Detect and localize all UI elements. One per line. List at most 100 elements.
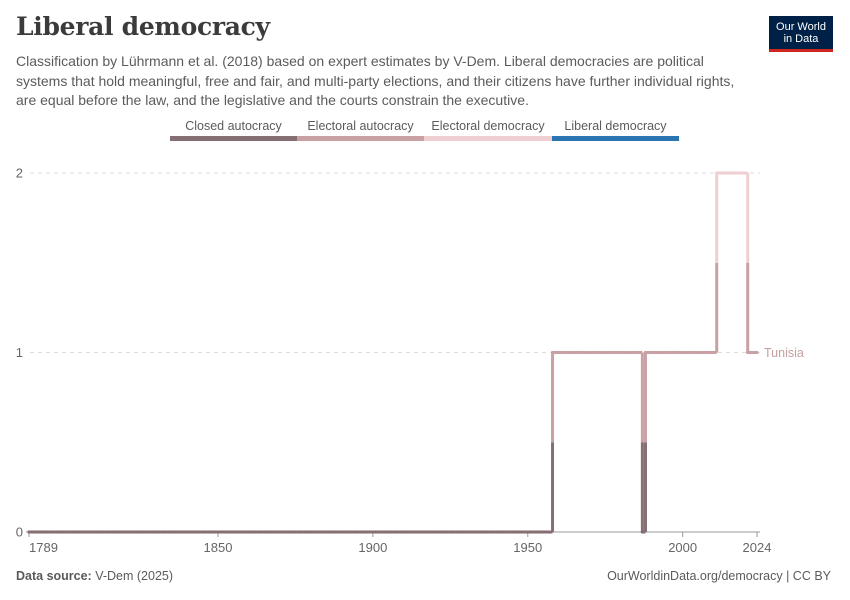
data-point: [476, 530, 480, 534]
data-point: [262, 530, 267, 534]
data-point: [585, 350, 589, 355]
data-point: [572, 350, 576, 355]
data-point: [485, 530, 490, 534]
data-point: [408, 530, 412, 534]
data-point: [194, 530, 198, 534]
data-point: [98, 530, 102, 534]
data-point: [498, 530, 502, 534]
data-point: [151, 530, 155, 534]
data-point: [730, 171, 734, 175]
data-point: [454, 530, 459, 534]
data-point: [200, 530, 205, 534]
data-point: [442, 530, 446, 534]
data-point: [386, 530, 390, 534]
data-point: [693, 350, 697, 355]
data-point: [337, 530, 341, 534]
x-tick-label: 1789: [29, 540, 58, 555]
legend-swatch: [424, 136, 552, 141]
x-tick-label: 2024: [743, 540, 772, 555]
legend-swatch: [552, 136, 679, 141]
data-point: [430, 530, 434, 534]
data-point: [278, 530, 282, 534]
data-point: [628, 350, 632, 355]
data-point: [383, 530, 387, 534]
series-label-tunisia: Tunisia: [764, 346, 804, 360]
data-point: [389, 530, 394, 534]
data-point: [597, 350, 601, 355]
data-point: [588, 350, 592, 355]
data-point: [634, 350, 638, 355]
data-point: [575, 350, 579, 355]
data-point: [727, 171, 731, 175]
data-point: [606, 350, 610, 355]
data-point: [104, 530, 109, 534]
data-point: [67, 530, 71, 534]
data-point: [399, 530, 403, 534]
data-point: [269, 530, 273, 534]
data-point: [238, 530, 242, 534]
legend-item-closed-autocracy[interactable]: Closed autocracy: [170, 118, 297, 142]
data-point: [488, 530, 493, 534]
data-point: [327, 530, 332, 534]
data-point: [36, 530, 40, 534]
data-point: [166, 530, 171, 534]
data-point: [677, 350, 682, 355]
data-point: [358, 530, 363, 534]
data-point: [309, 530, 313, 534]
data-point: [296, 530, 301, 534]
data-point: [510, 530, 514, 534]
data-point: [300, 530, 304, 534]
data-point: [581, 350, 586, 355]
data-point: [631, 350, 635, 355]
data-point: [64, 530, 68, 534]
legend-item-electoral-democracy[interactable]: Electoral democracy: [424, 118, 552, 142]
data-source-label: Data source:: [16, 569, 92, 583]
data-point: [197, 530, 201, 534]
data-point: [256, 530, 260, 534]
data-point: [417, 530, 421, 534]
data-point: [619, 350, 623, 355]
data-point: [361, 530, 366, 534]
data-point: [733, 171, 737, 175]
data-point: [541, 530, 545, 534]
y-tick-label: 2: [16, 166, 23, 181]
data-point: [182, 530, 186, 534]
data-point: [148, 530, 152, 534]
data-point: [609, 350, 614, 355]
data-point: [33, 530, 37, 534]
data-point: [55, 530, 59, 534]
owid-logo[interactable]: Our World in Data: [769, 16, 833, 52]
data-point: [690, 350, 694, 355]
data-point: [724, 171, 728, 175]
data-point: [464, 530, 468, 534]
data-point: [625, 350, 629, 355]
data-point: [163, 530, 167, 534]
legend-item-electoral-autocracy[interactable]: Electoral autocracy: [297, 118, 424, 142]
data-point: [321, 530, 325, 534]
logo-line-2: in Data: [783, 33, 819, 45]
data-point: [739, 171, 744, 175]
data-point: [563, 350, 567, 355]
data-point: [668, 350, 672, 355]
data-point: [439, 530, 443, 534]
data-point: [436, 530, 440, 534]
data-point: [188, 530, 192, 534]
data-point: [529, 530, 533, 534]
data-point: [591, 350, 595, 355]
data-point: [656, 350, 660, 355]
data-point: [371, 530, 375, 534]
data-point: [76, 530, 81, 534]
data-point: [219, 530, 223, 534]
data-point: [495, 530, 499, 534]
data-point: [411, 530, 415, 534]
data-source-link[interactable]: V-Dem (2025): [95, 569, 174, 583]
data-point: [312, 530, 316, 534]
legend-item-liberal-democracy[interactable]: Liberal democracy: [552, 118, 679, 142]
data-point: [39, 530, 43, 534]
data-point: [343, 530, 347, 534]
footer-url[interactable]: OurWorldinData.org/democracy | CC BY: [607, 569, 831, 583]
data-point: [665, 350, 669, 355]
data-point: [203, 530, 208, 534]
data-point: [120, 530, 124, 534]
